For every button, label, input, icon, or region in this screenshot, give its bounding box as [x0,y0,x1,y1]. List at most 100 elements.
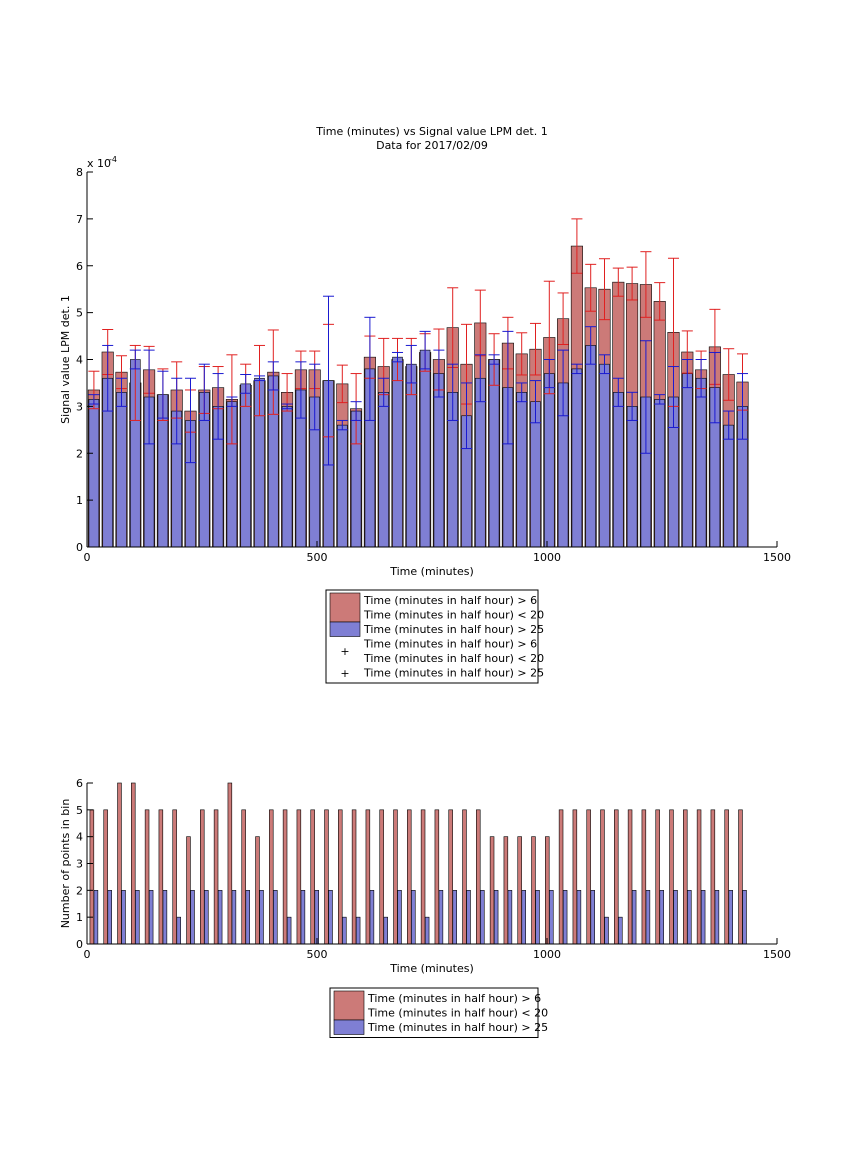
bar [558,809,564,945]
bar [121,890,126,945]
error-bar [571,218,583,274]
bar [627,809,633,945]
legend-label: Time (minutes in half hour) < 20 [363,609,544,622]
bar [448,809,453,945]
legend-marker: + [340,667,349,680]
bar [696,809,702,945]
y-tick-label: 0 [76,938,83,951]
bar [516,392,527,548]
y-tick-label: 6 [76,777,83,790]
bar [213,809,219,945]
error-bar [88,394,100,405]
bar [328,890,333,945]
y-tick-label: 6 [76,260,83,273]
bar [379,809,384,945]
error-bar [529,380,542,424]
y-tick-label: 0 [76,541,83,554]
x-tick-label: 1500 [763,948,791,961]
bar [549,890,554,945]
x-axis-label: Time (minutes) [389,565,474,578]
bar [728,890,733,945]
x-tick-label: 500 [307,948,328,961]
error-bar [612,267,624,297]
error-bar [198,363,210,421]
bar [452,890,457,945]
error-bar [626,266,638,301]
y-axis-label: Number of points in bin [59,799,72,929]
error-bar [736,373,749,440]
bar [117,782,122,945]
bar [655,809,660,945]
legend-label: Time (minutes in half hour) > 6 [363,638,537,651]
bar [255,836,260,945]
error-bar [667,366,680,428]
error-bar [460,382,473,450]
bar [433,373,445,548]
bar [659,890,664,945]
bar [245,890,250,945]
y-tick-label: 2 [76,447,83,460]
bar [351,809,357,945]
legend-swatch [329,621,361,637]
bar [231,890,237,945]
x-tick-label: 0 [84,551,91,564]
y-multiplier-base: x 10 [87,157,111,170]
bar [438,890,444,945]
legend-label: Time (minutes in half hour) > 25 [363,623,544,636]
error-bar [502,330,514,445]
bar [355,916,361,945]
bar [462,809,467,945]
legend-label: Time (minutes in half hour) > 25 [367,1021,548,1034]
x-tick-label: 1000 [533,551,561,564]
bar [683,809,688,945]
legend-box [329,987,539,1038]
error-bar [723,348,735,401]
bar [93,890,99,945]
bar [521,890,526,945]
bar [172,809,177,945]
error-bar [557,349,569,417]
y-tick-label: 3 [76,400,83,413]
error-bar [115,377,128,407]
error-bar [612,377,624,407]
bar [411,890,416,945]
error-bar [598,258,611,321]
error-bar [640,340,652,454]
error-bar [267,361,279,391]
bar [393,809,398,945]
legend-label: Time (minutes in half hour) < 20 [363,652,544,665]
y-tick-label: 5 [76,307,83,320]
bar [281,406,293,548]
bar [310,809,315,945]
error-bar [212,373,224,440]
error-bar [184,377,197,464]
error-bar [129,349,141,370]
bar [493,890,499,945]
bar [571,368,583,548]
error-bar [654,394,666,405]
bar [103,809,108,945]
error-bar [281,403,293,410]
bar [669,809,674,945]
bar [107,890,112,945]
error-bar [240,374,252,394]
error-bar [419,330,431,370]
error-bar [336,419,348,431]
bar [176,916,181,945]
bar [186,836,191,945]
error-bar [709,351,721,424]
bar [89,809,95,945]
error-bar [723,410,735,440]
bar [392,356,403,548]
error-bar [557,292,569,345]
bar [576,890,582,945]
bar [507,890,513,945]
legend-box [325,589,539,684]
error-bar [391,351,404,363]
bar [273,890,278,945]
bar [618,916,623,945]
y-tick-label: 3 [76,858,83,871]
bar [682,373,693,548]
bar [654,399,665,548]
error-bar [253,375,266,382]
